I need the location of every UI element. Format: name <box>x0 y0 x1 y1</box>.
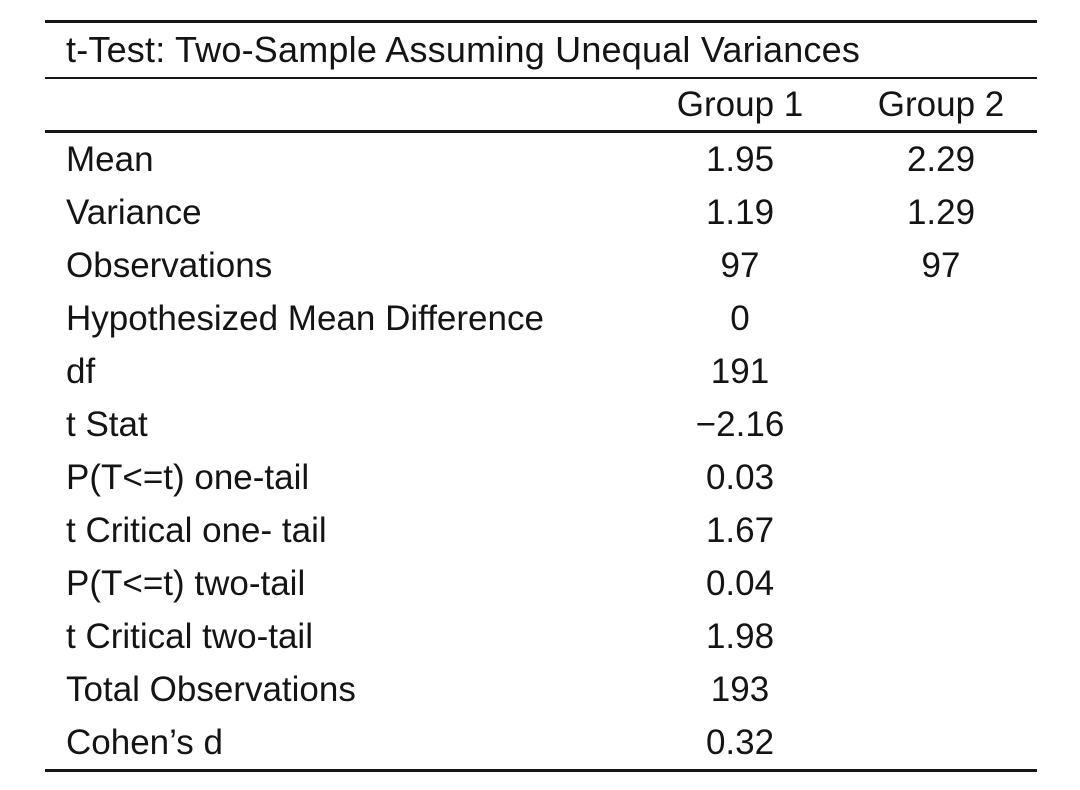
row-label: Variance <box>66 192 202 232</box>
row-label: t Stat <box>66 404 148 444</box>
group1-value: 1.98 <box>705 616 775 656</box>
group1-value: 191 <box>710 351 770 391</box>
row-label: P(T<=t) two-tail <box>66 563 306 603</box>
group1-value: 0 <box>730 298 750 338</box>
column-header-group1: Group 1 <box>676 84 804 124</box>
column-header-group2: Group 2 <box>877 84 1005 124</box>
group1-value: 1.19 <box>705 192 775 232</box>
group1-value: 97 <box>720 245 760 285</box>
table-row: Variance 1.19 1.29 <box>45 186 1037 239</box>
table-body: Mean 1.95 2.29 Variance 1.19 1.29 Observations… <box>45 133 1037 769</box>
row-label: df <box>66 351 96 391</box>
table-row: Mean 1.95 2.29 <box>45 133 1037 186</box>
row-label: Cohen’s d <box>66 722 223 762</box>
row-label: t Critical one- tail <box>66 510 327 550</box>
table-row: Hypothesized Mean Difference 0 <box>45 292 1037 345</box>
table-row: df 191 <box>45 345 1037 398</box>
table-row: t Stat −2.16 <box>45 398 1037 451</box>
row-label: Mean <box>66 139 154 179</box>
table-row: P(T<=t) two-tail 0.04 <box>45 557 1037 610</box>
row-label: P(T<=t) one-tail <box>66 457 310 497</box>
t-test-results-table: t-Test: Two-Sample Assuming Unequal Vari… <box>45 20 1037 772</box>
group1-value: 193 <box>710 669 770 709</box>
table-row: t Critical two-tail 1.98 <box>45 610 1037 663</box>
group1-value: −2.16 <box>695 404 785 444</box>
group2-value: 2.29 <box>906 139 976 179</box>
table-row: Observations 97 97 <box>45 239 1037 292</box>
table-header-row: Group 1 Group 2 <box>45 79 1037 133</box>
row-label: Total Observations <box>66 669 356 709</box>
table-row: P(T<=t) one-tail 0.03 <box>45 451 1037 504</box>
group2-value: 1.29 <box>906 192 976 232</box>
row-label: t Critical two-tail <box>66 616 313 656</box>
table-title: t-Test: Two-Sample Assuming Unequal Vari… <box>66 29 861 70</box>
group1-value: 0.03 <box>705 457 775 497</box>
table-row: Total Observations 193 <box>45 663 1037 716</box>
group1-value: 0.04 <box>705 563 775 603</box>
group1-value: 1.67 <box>705 510 775 550</box>
row-label: Hypothesized Mean Difference <box>66 298 544 338</box>
row-label: Observations <box>66 245 273 285</box>
group1-value: 0.32 <box>705 722 775 762</box>
group2-value: 97 <box>921 245 961 285</box>
group1-value: 1.95 <box>705 139 775 179</box>
table-row: t Critical one- tail 1.67 <box>45 504 1037 557</box>
table-row: Cohen’s d 0.32 <box>45 716 1037 769</box>
table-title-row: t-Test: Two-Sample Assuming Unequal Vari… <box>45 23 1037 79</box>
